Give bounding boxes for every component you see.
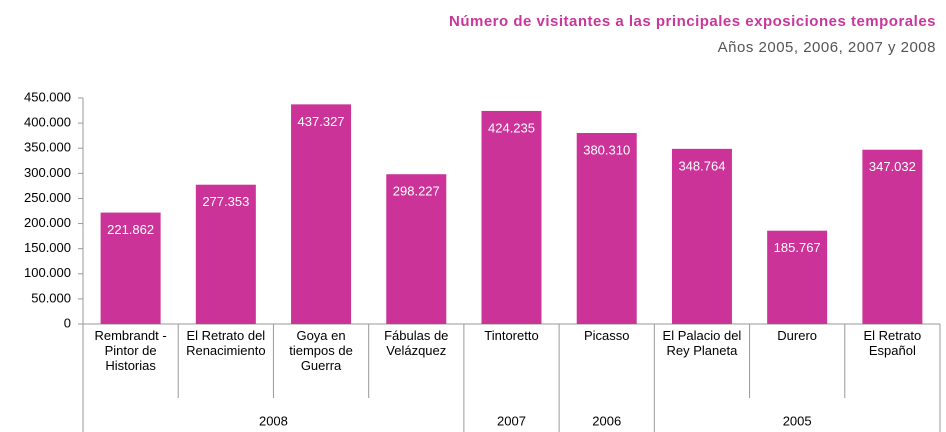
y-tick-label: 100.000	[24, 265, 71, 280]
value-label: 348.764	[678, 158, 725, 173]
x-tick-label: Fábulas de Velázquez	[384, 328, 449, 358]
y-tick-label: 150.000	[24, 240, 71, 255]
y-tick-label: 300.000	[24, 165, 71, 180]
value-label: 277.353	[202, 194, 249, 209]
x-tick-label: Tintoretto	[484, 328, 539, 343]
x-tick-label: Rembrandt - Pintor de Historias	[94, 328, 167, 373]
group-label: 2005	[783, 413, 812, 428]
value-label: 424.235	[488, 120, 535, 135]
value-label: 380.310	[583, 142, 630, 157]
bar	[481, 110, 542, 324]
x-tick-label: El Retrato Español	[863, 328, 922, 358]
bar	[576, 132, 637, 324]
bar	[100, 212, 161, 324]
y-tick-label: 200.000	[24, 215, 71, 230]
bar	[671, 148, 732, 324]
y-tick-label: 450.000	[24, 89, 71, 104]
x-tick-label: Durero	[777, 328, 818, 343]
value-label: 298.227	[393, 184, 440, 199]
value-label: 347.032	[869, 159, 916, 174]
y-tick-label: 50.000	[31, 290, 71, 305]
x-tick-label: El Retrato del Renacimiento	[186, 328, 266, 358]
bar	[195, 184, 256, 324]
y-tick-label: 400.000	[24, 115, 71, 130]
group-label: 2006	[592, 413, 621, 428]
bar	[386, 174, 447, 324]
bar	[862, 149, 923, 324]
value-label: 221.862	[107, 222, 154, 237]
x-tick-label: Goya en tiempos de Guerra	[289, 328, 353, 373]
y-tick-label: 350.000	[24, 140, 71, 155]
bar	[767, 230, 828, 324]
value-label: 185.767	[774, 240, 821, 255]
chart-title: Número de visitantes a las principales e…	[449, 13, 936, 30]
x-tick-label: El Palacio del Rey Planeta	[662, 328, 742, 358]
bar	[291, 104, 352, 325]
value-label: 437.327	[298, 114, 345, 129]
x-tick-label: Picasso	[583, 328, 630, 343]
group-label: 2007	[497, 413, 526, 428]
chart-subtitle: Años 2005, 2006, 2007 y 2008	[718, 39, 936, 56]
y-tick-label: 250.000	[24, 190, 71, 205]
y-tick-label: 0	[64, 315, 71, 330]
group-label: 2008	[259, 413, 288, 428]
